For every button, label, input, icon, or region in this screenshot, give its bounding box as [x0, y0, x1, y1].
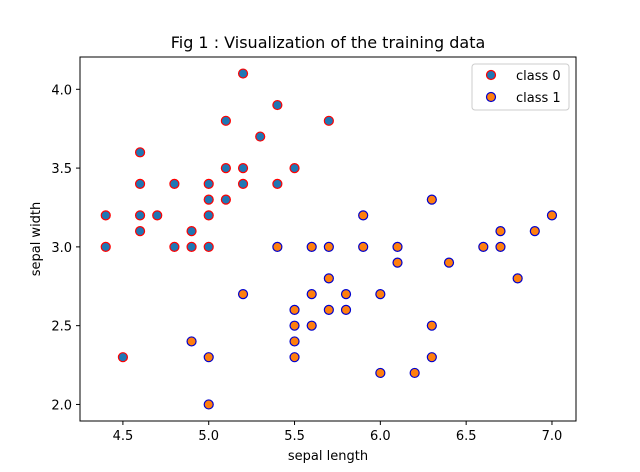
data-point-class-1	[289, 320, 300, 331]
x-tick-label: 5.0	[198, 429, 219, 444]
legend-label-class-1: class 1	[516, 91, 561, 106]
data-point-class-0	[203, 194, 214, 205]
data-point-class-1	[306, 241, 317, 252]
legend-marker-class-0	[485, 69, 497, 81]
data-point-class-1	[289, 352, 300, 363]
data-point-class-0	[169, 178, 180, 189]
data-point-class-0	[237, 178, 249, 189]
data-point-class-1	[426, 194, 437, 205]
data-point-class-1	[495, 226, 506, 237]
data-point-class-0	[169, 241, 180, 252]
data-point-class-0	[186, 241, 197, 252]
data-point-class-0	[100, 210, 111, 221]
y-tick-label: 2.5	[51, 320, 72, 335]
data-point-class-0	[100, 241, 111, 252]
plot-area-frame	[79, 56, 577, 422]
y-axis: 2.0 2.5 3.0 3.5 4.0	[51, 83, 80, 413]
data-point-class-1	[323, 273, 334, 284]
data-point-class-0	[255, 131, 266, 142]
data-point-class-0	[237, 162, 249, 174]
data-point-class-1	[375, 289, 386, 300]
data-point-class-1	[358, 210, 369, 221]
data-point-class-1	[426, 352, 437, 363]
x-axis: 4.5 5.0 5.5 6.0 6.5 7.0	[113, 421, 563, 444]
data-point-class-0	[289, 162, 300, 174]
legend-box	[471, 63, 570, 111]
data-point-class-0	[203, 178, 214, 189]
y-tick-label: 3.5	[51, 162, 72, 177]
data-point-class-0	[134, 178, 146, 189]
data-point-class-1	[272, 241, 283, 252]
data-point-class-0	[134, 226, 146, 237]
y-tick-label: 3.0	[51, 241, 72, 256]
data-point-class-0	[272, 99, 283, 111]
y-tick-label: 4.0	[51, 83, 72, 98]
data-point-class-1	[203, 399, 214, 410]
data-point-class-1	[426, 320, 437, 331]
data-point-class-1	[495, 241, 506, 252]
data-point-class-1	[306, 289, 317, 300]
data-point-class-0	[134, 147, 146, 158]
data-point-class-0	[117, 352, 129, 363]
data-point-class-1	[323, 241, 334, 252]
y-tick-label: 2.0	[51, 398, 72, 413]
data-point-class-0	[272, 178, 283, 189]
data-point-class-0	[134, 210, 146, 221]
x-tick-label: 6.5	[456, 429, 477, 444]
x-tick-label: 7.0	[542, 429, 563, 444]
data-point-class-1	[478, 241, 489, 252]
data-point-class-1	[323, 304, 334, 316]
y-axis-label: sepal width	[29, 202, 44, 277]
data-point-class-1	[306, 320, 317, 331]
x-tick-label: 6.0	[370, 429, 391, 444]
chart-title: Fig 1 : Visualization of the training da…	[171, 33, 486, 52]
data-point-class-1	[392, 257, 403, 268]
data-point-class-1	[529, 226, 540, 237]
legend: class 0 class 1	[471, 63, 570, 111]
data-point-class-0	[220, 194, 231, 205]
data-point-class-1	[340, 304, 352, 316]
data-point-class-0	[220, 115, 231, 126]
data-point-class-1	[340, 289, 352, 300]
data-point-class-1	[186, 336, 197, 347]
data-point-class-0	[152, 210, 163, 221]
data-point-class-1	[289, 336, 300, 347]
data-point-class-1	[289, 304, 300, 316]
data-point-class-0	[220, 162, 231, 174]
data-point-class-0	[203, 241, 214, 252]
data-point-class-1	[512, 273, 523, 284]
plot-points	[100, 68, 558, 410]
data-point-class-1	[443, 257, 455, 268]
x-axis-label: sepal length	[288, 449, 368, 464]
data-point-class-0	[186, 226, 197, 237]
x-tick-label: 4.5	[113, 429, 134, 444]
data-point-class-0	[323, 115, 334, 126]
data-point-class-1	[392, 241, 403, 252]
data-point-class-0	[237, 68, 249, 79]
x-tick-label: 5.5	[284, 429, 305, 444]
data-point-class-1	[546, 210, 558, 221]
data-point-class-1	[375, 367, 386, 379]
data-point-class-1	[358, 241, 369, 252]
data-point-class-0	[203, 210, 214, 221]
data-point-class-1	[409, 367, 420, 379]
data-point-class-1	[203, 352, 214, 363]
legend-label-class-0: class 0	[516, 69, 561, 84]
data-point-class-1	[237, 289, 249, 300]
legend-marker-class-1	[485, 91, 497, 103]
